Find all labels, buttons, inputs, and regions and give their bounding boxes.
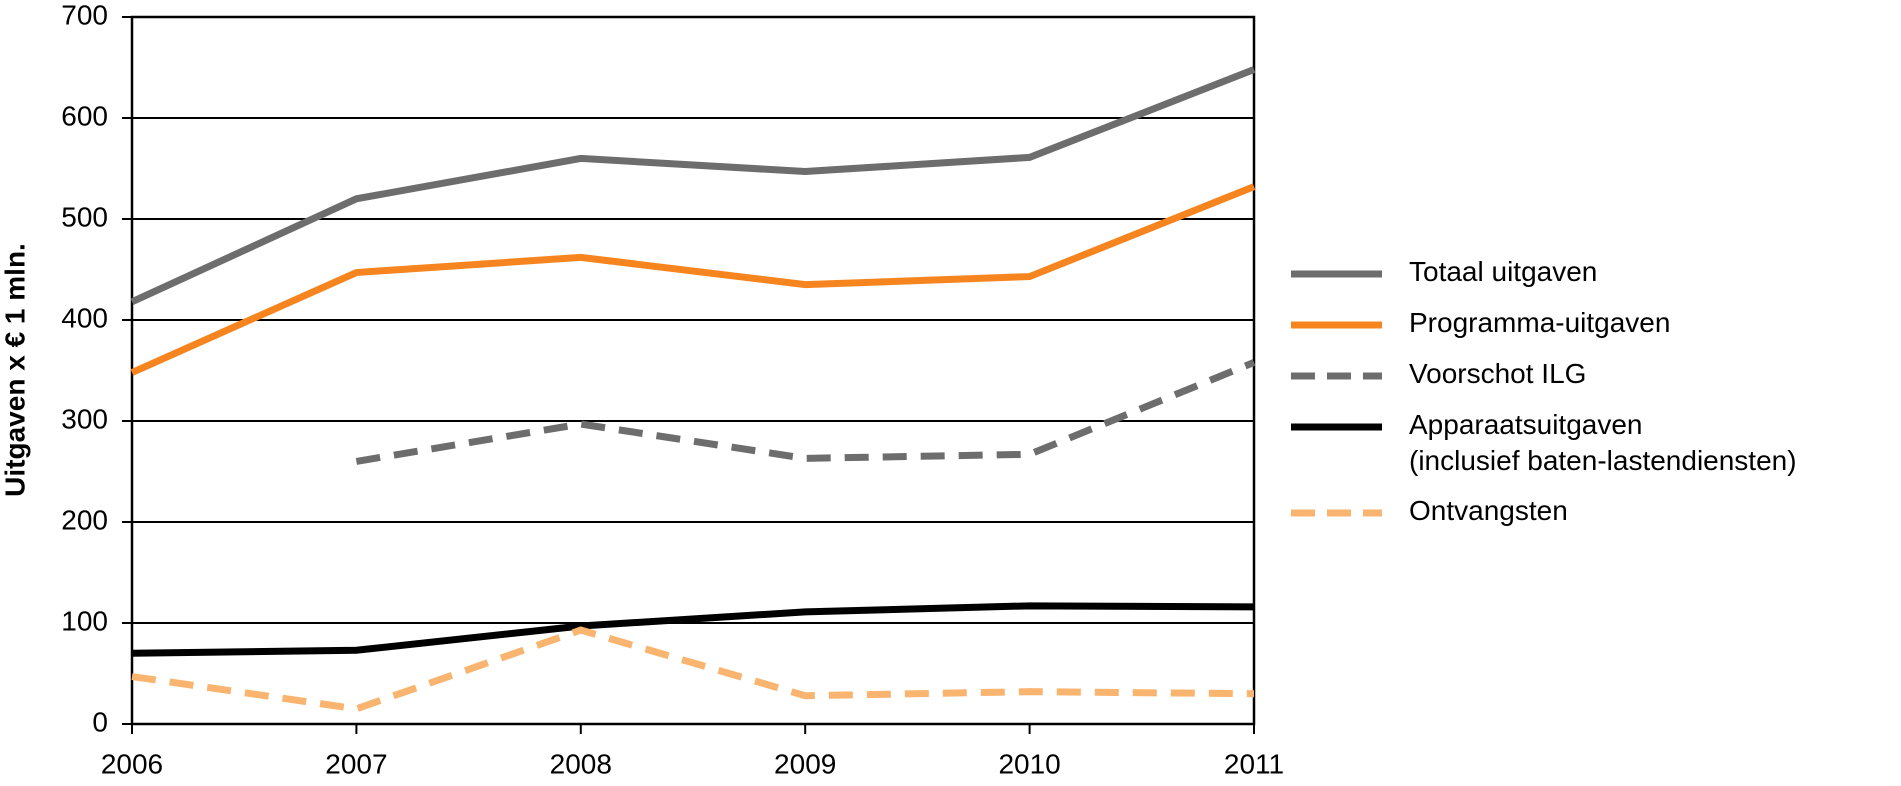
y-tick-label: 200 bbox=[61, 504, 108, 535]
legend-label: Programma-uitgaven bbox=[1409, 307, 1670, 338]
y-tick-label: 500 bbox=[61, 201, 108, 232]
x-tick-label: 2006 bbox=[101, 748, 163, 779]
y-tick-label: 700 bbox=[61, 0, 108, 30]
legend-label-line: Voorschot ILG bbox=[1409, 358, 1586, 389]
y-tick-label: 600 bbox=[61, 100, 108, 131]
y-tick-label: 0 bbox=[92, 706, 108, 737]
legend-label-line: Apparaatsuitgaven bbox=[1409, 409, 1643, 440]
y-tick-label: 400 bbox=[61, 302, 108, 333]
legend-label-line: Totaal uitgaven bbox=[1409, 256, 1597, 287]
series-line bbox=[131, 602, 1255, 657]
series-line bbox=[355, 359, 1256, 465]
series-line bbox=[130, 183, 1256, 376]
series-line bbox=[131, 626, 1255, 713]
series-line bbox=[130, 66, 1256, 306]
x-tick-label: 2007 bbox=[325, 748, 387, 779]
x-tick-label: 2009 bbox=[774, 748, 836, 779]
x-tick-label: 2010 bbox=[998, 748, 1060, 779]
legend-label: Apparaatsuitgaven (inclusief baten-lasten… bbox=[1409, 409, 1797, 476]
legend-label-line: (inclusief baten-lastendiensten) bbox=[1409, 445, 1797, 476]
legend-label: Voorschot ILG bbox=[1409, 358, 1586, 389]
y-tick-label: 100 bbox=[61, 605, 108, 636]
x-tick-label: 2008 bbox=[550, 748, 612, 779]
legend-label: Ontvangsten bbox=[1409, 495, 1568, 526]
y-axis-label: Uitgaven x € 1 mln. bbox=[0, 243, 30, 497]
x-tick-label: 2011 bbox=[1224, 748, 1284, 779]
y-tick-label: 300 bbox=[61, 403, 108, 434]
legend-label-line: Programma-uitgaven bbox=[1409, 307, 1670, 338]
legend-label-line: Ontvangsten bbox=[1409, 495, 1568, 526]
legend-label: Totaal uitgaven bbox=[1409, 256, 1597, 287]
